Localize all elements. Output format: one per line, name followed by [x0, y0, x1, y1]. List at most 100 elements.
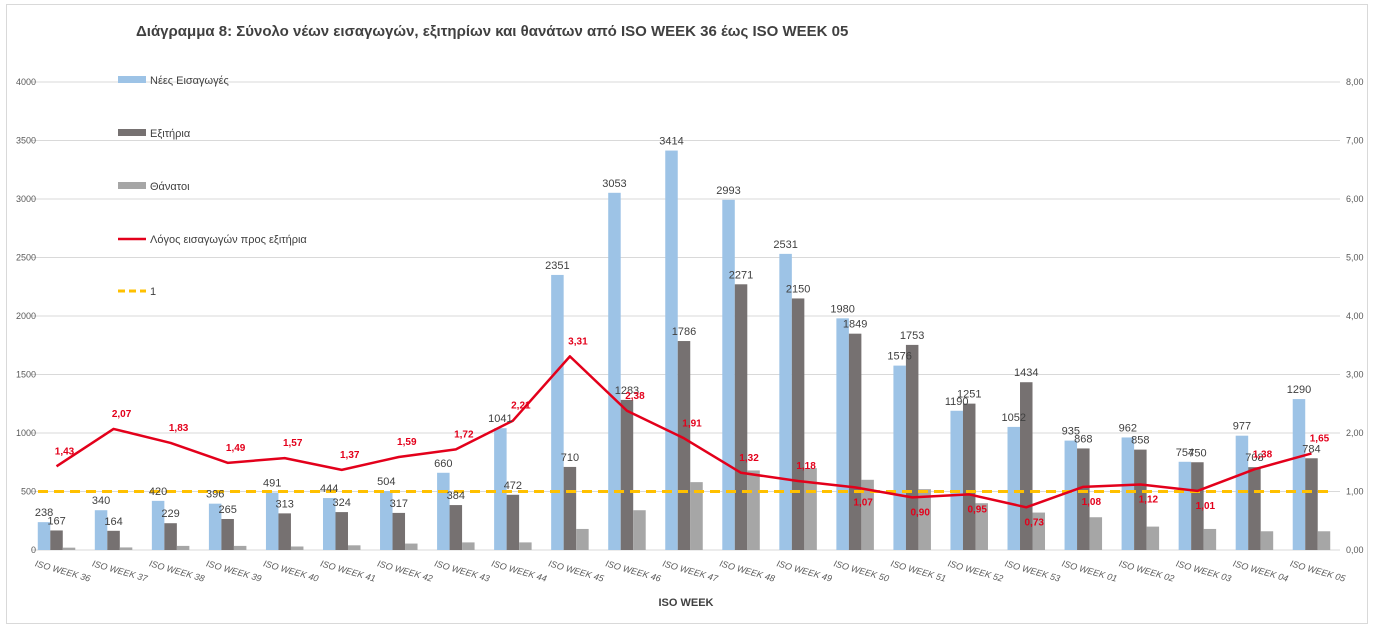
bar-new-admissions	[437, 472, 450, 550]
discharges-data-label: 708	[1245, 452, 1263, 464]
bar-new-admissions	[779, 253, 792, 551]
bar-discharges	[962, 403, 976, 550]
category-label: ISO WEEK 40	[262, 558, 320, 583]
bar-labels: 238 340 420 396 491 444 504 660 1041 2351 3053 3414…	[35, 136, 1321, 528]
chart-title: Διάγραμμα 8: Σύνολο νέων εισαγωγών, εξιτ…	[136, 23, 848, 40]
admissions-data-label: 935	[1062, 426, 1080, 438]
bar-deaths	[1146, 526, 1160, 550]
bar-deaths	[1089, 517, 1103, 550]
chart-frame	[6, 4, 1368, 624]
admissions-data-label: 3414	[659, 136, 683, 148]
category-label: ISO WEEK 46	[604, 558, 662, 583]
admissions-data-label: 444	[320, 483, 338, 495]
bar-discharges	[905, 344, 919, 550]
bar-new-admissions	[380, 491, 393, 550]
y2-tick-label: 6,00	[1346, 194, 1364, 204]
ratio-data-label: 1,72	[454, 429, 474, 440]
bar-discharges	[164, 523, 177, 550]
category-label: ISO WEEK 45	[547, 558, 606, 584]
bar-deaths	[519, 542, 532, 550]
bar-discharges	[221, 518, 234, 550]
y2-tick-label: 5,00	[1346, 253, 1364, 263]
bar-deaths	[290, 546, 304, 550]
y-tick-label: 500	[21, 487, 36, 497]
y2-tick-label: 3,00	[1346, 370, 1364, 380]
category-label: ISO WEEK 04	[1232, 558, 1290, 583]
category-label: ISO WEEK 53	[1004, 558, 1062, 583]
discharges-data-label: 1434	[1014, 367, 1038, 379]
bar-deaths	[1260, 531, 1274, 550]
bar-discharges	[563, 466, 577, 550]
category-labels: ISO WEEK 36 ISO WEEK 37 ISO WEEK 38 ISO WEE…	[34, 558, 1347, 584]
bar-new-admissions	[1064, 440, 1078, 550]
discharges-data-label: 167	[47, 515, 65, 527]
bar-deaths	[119, 547, 133, 550]
admissions-data-label: 1052	[1002, 412, 1026, 424]
bar-new-admissions	[265, 492, 279, 550]
category-label: ISO WEEK 43	[433, 558, 491, 583]
discharges-data-label: 265	[218, 504, 236, 516]
admissions-data-label: 2531	[773, 239, 797, 251]
discharges-data-label: 164	[104, 516, 122, 528]
bar-deaths	[176, 545, 190, 550]
y-tick-label: 1000	[16, 428, 36, 438]
category-label: ISO WEEK 03	[1175, 558, 1233, 583]
category-label: ISO WEEK 48	[718, 558, 776, 583]
admissions-data-label: 977	[1233, 421, 1251, 433]
bar-new-admissions	[836, 318, 849, 550]
ratio-data-label: 3,31	[568, 336, 588, 347]
y2-tick-label: 0,00	[1346, 545, 1364, 555]
discharges-data-label: 1753	[900, 330, 924, 342]
bar-new-admissions	[151, 500, 165, 550]
legend-label: Εξιτήρια	[150, 128, 191, 140]
bar-deaths	[347, 545, 361, 550]
bar-new-admissions	[608, 192, 621, 550]
bar-discharges	[50, 530, 63, 550]
bar-new-admissions	[322, 498, 336, 550]
admissions-data-label: 396	[206, 489, 224, 501]
bar-deaths	[975, 503, 988, 550]
ratio-data-label: 0,90	[910, 507, 930, 518]
bar-discharges	[107, 530, 120, 550]
admissions-data-label: 754	[1176, 447, 1194, 459]
discharges-data-label: 868	[1074, 433, 1092, 445]
category-label: ISO WEEK 51	[890, 558, 948, 583]
bar-new-admissions	[208, 503, 222, 550]
bar-deaths	[233, 545, 247, 550]
admissions-data-label: 2351	[545, 260, 569, 272]
ratio-data-label: 1,08	[1082, 497, 1102, 508]
ratio-data-label: 1,83	[169, 423, 189, 434]
y2-tick-label: 8,00	[1346, 77, 1364, 87]
discharges-data-label: 1849	[843, 319, 867, 331]
admissions-data-label: 660	[434, 458, 452, 470]
y-tick-label: 3500	[16, 136, 36, 146]
ratio-data-label: 1,01	[1196, 501, 1216, 512]
bar-discharges	[278, 513, 291, 550]
y2-axis-ticks: 0,00 1,00 2,00 3,00 4,00 5,00 6,00 7,00 8,00	[1346, 77, 1364, 555]
legend-label: Θάνατοι	[150, 181, 190, 193]
bar-deaths	[576, 528, 589, 550]
bar-discharges	[449, 505, 463, 550]
bar-discharges	[1191, 462, 1204, 550]
ratio-data-label: 1,37	[340, 450, 360, 461]
bar-deaths	[405, 543, 418, 550]
bar-discharges	[392, 512, 406, 550]
admissions-data-label: 491	[263, 478, 281, 490]
ratio-data-label: 1,65	[1310, 433, 1330, 444]
bar-new-admissions	[551, 274, 564, 550]
ratio-data-label: 1,32	[739, 453, 759, 464]
bar-discharges	[1248, 467, 1261, 550]
y2-tick-label: 2,00	[1346, 428, 1364, 438]
category-label: ISO WEEK 01	[1061, 558, 1119, 583]
admissions-data-label: 504	[377, 476, 395, 488]
admissions-data-label: 340	[92, 495, 110, 507]
legend-swatch	[118, 182, 146, 189]
category-label: ISO WEEK 42	[376, 558, 434, 583]
x-axis-title: ISO WEEK	[658, 597, 713, 609]
bar-discharges	[677, 341, 691, 550]
admissions-data-label: 1980	[830, 303, 854, 315]
bar-new-admissions	[37, 522, 51, 550]
bar-new-admissions	[1178, 461, 1192, 550]
bar-discharges	[335, 512, 348, 550]
